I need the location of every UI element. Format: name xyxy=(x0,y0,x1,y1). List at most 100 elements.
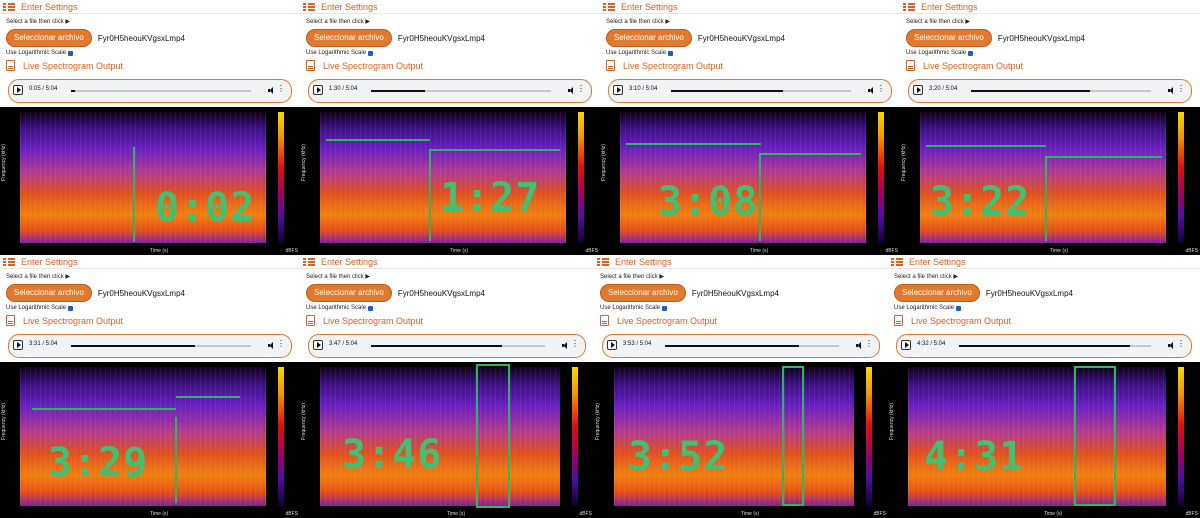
log-scale-row: Use Logarithmic Scale xyxy=(906,50,974,56)
audio-player[interactable]: 3:10 / 5:04 ⋮ xyxy=(608,79,892,103)
more-options-icon[interactable]: ⋮ xyxy=(571,339,579,348)
file-row: Seleccionar archivo Fyr0H5heouKVgsxLmp4 xyxy=(606,29,785,47)
seek-bar[interactable] xyxy=(971,90,1151,92)
enter-settings-header[interactable]: Enter Settings xyxy=(303,1,378,13)
live-output-row[interactable]: Live Spectrogram Output xyxy=(6,315,123,326)
more-options-icon[interactable]: ⋮ xyxy=(277,339,285,348)
colorbar xyxy=(278,367,284,506)
panel-4: Enter Settings Select a file then click … xyxy=(0,255,300,518)
volume-icon[interactable] xyxy=(268,342,275,349)
play-icon[interactable] xyxy=(607,340,617,350)
file-name: Fyr0H5heouKVgsxLmp4 xyxy=(97,288,185,298)
colorbar-unit: dBFS xyxy=(1185,248,1198,254)
enter-settings-header[interactable]: Enter Settings xyxy=(903,1,978,13)
live-output-row[interactable]: Live Spectrogram Output xyxy=(6,60,123,71)
more-options-icon[interactable]: ⋮ xyxy=(1177,339,1185,348)
seek-bar[interactable] xyxy=(959,345,1151,347)
log-scale-checkbox[interactable] xyxy=(956,305,962,311)
seek-bar[interactable] xyxy=(371,345,545,347)
green-marker-line xyxy=(175,417,177,503)
file-name: Fyr0H5heouKVgsxLmp4 xyxy=(397,288,485,298)
seek-bar[interactable] xyxy=(665,345,839,347)
seek-bar-fill xyxy=(665,345,799,347)
log-scale-checkbox[interactable] xyxy=(668,50,674,56)
log-scale-checkbox[interactable] xyxy=(68,305,74,311)
live-output-row[interactable]: Live Spectrogram Output xyxy=(306,60,423,71)
play-icon[interactable] xyxy=(901,340,911,350)
log-scale-checkbox[interactable] xyxy=(662,305,668,311)
volume-icon[interactable] xyxy=(562,342,569,349)
live-output-row[interactable]: Live Spectrogram Output xyxy=(906,60,1023,71)
enter-settings-header[interactable]: Enter Settings xyxy=(3,256,78,268)
log-scale-checkbox[interactable] xyxy=(68,50,74,56)
audio-player[interactable]: 3:47 / 5:04 ⋮ xyxy=(308,334,586,358)
play-icon[interactable] xyxy=(613,85,623,95)
more-options-icon[interactable]: ⋮ xyxy=(577,84,585,93)
select-file-button[interactable]: Seleccionar archivo xyxy=(894,284,980,302)
select-file-label: Select a file then click ▶ xyxy=(306,274,370,280)
select-file-button[interactable]: Seleccionar archivo xyxy=(906,29,992,47)
select-file-text: Select a file then click xyxy=(6,274,64,280)
play-icon[interactable] xyxy=(313,85,323,95)
live-output-row[interactable]: Live Spectrogram Output xyxy=(600,315,717,326)
audio-player[interactable]: 3:20 / 5:04 ⋮ xyxy=(908,79,1192,103)
audio-player[interactable]: 0:05 / 5:04 ⋮ xyxy=(8,79,292,103)
enter-settings-header[interactable]: Enter Settings xyxy=(891,256,966,268)
select-file-button[interactable]: Seleccionar archivo xyxy=(6,284,92,302)
select-file-button[interactable]: Seleccionar archivo xyxy=(306,29,392,47)
audio-player[interactable]: 3:31 / 5:04 ⋮ xyxy=(8,334,292,358)
select-file-button[interactable]: Seleccionar archivo xyxy=(6,29,92,47)
enter-settings-header[interactable]: Enter Settings xyxy=(597,256,672,268)
audio-player[interactable]: 4:32 / 5:04 ⋮ xyxy=(896,334,1192,358)
select-file-text: Select a file then click xyxy=(306,19,364,25)
play-icon[interactable] xyxy=(313,340,323,350)
spectrogram: Frequency (kHz) Time (s) dBFS 0:02 xyxy=(0,107,300,255)
volume-icon[interactable] xyxy=(856,342,863,349)
volume-icon[interactable] xyxy=(568,87,575,94)
volume-icon[interactable] xyxy=(268,87,275,94)
enter-settings-header[interactable]: Enter Settings xyxy=(3,1,78,13)
audio-player[interactable]: 3:53 / 5:04 ⋮ xyxy=(602,334,880,358)
enter-settings-header[interactable]: Enter Settings xyxy=(303,256,378,268)
select-file-button[interactable]: Seleccionar archivo xyxy=(306,284,392,302)
log-scale-label: Use Logarithmic Scale xyxy=(606,50,667,56)
select-file-button[interactable]: Seleccionar archivo xyxy=(600,284,686,302)
settings-icon xyxy=(597,257,609,267)
seek-bar[interactable] xyxy=(71,345,251,347)
more-options-icon[interactable]: ⋮ xyxy=(865,339,873,348)
play-icon[interactable] xyxy=(913,85,923,95)
log-scale-row: Use Logarithmic Scale xyxy=(306,50,374,56)
more-options-icon[interactable]: ⋮ xyxy=(877,84,885,93)
live-output-row[interactable]: Live Spectrogram Output xyxy=(894,315,1011,326)
seek-bar[interactable] xyxy=(671,90,851,92)
header-divider xyxy=(594,268,888,269)
live-output-row[interactable]: Live Spectrogram Output xyxy=(306,315,423,326)
panel-5: Enter Settings Select a file then click … xyxy=(300,255,594,518)
select-file-text: Select a file then click xyxy=(6,19,64,25)
volume-icon[interactable] xyxy=(1168,342,1175,349)
green-marker-line xyxy=(626,143,761,145)
play-icon[interactable] xyxy=(13,85,23,95)
colorbar xyxy=(866,367,872,506)
enter-settings-header[interactable]: Enter Settings xyxy=(603,1,678,13)
play-icon[interactable] xyxy=(13,340,23,350)
more-options-icon[interactable]: ⋮ xyxy=(1177,84,1185,93)
live-output-label: Live Spectrogram Output xyxy=(323,315,424,326)
highlight-box xyxy=(782,366,804,506)
file-row: Seleccionar archivo Fyr0H5heouKVgsxLmp4 xyxy=(6,284,185,302)
select-file-button[interactable]: Seleccionar archivo xyxy=(606,29,692,47)
live-output-row[interactable]: Live Spectrogram Output xyxy=(606,60,723,71)
y-axis-label: Frequency (kHz) xyxy=(889,403,895,440)
seek-bar[interactable] xyxy=(71,90,251,92)
log-scale-checkbox[interactable] xyxy=(368,305,374,311)
volume-icon[interactable] xyxy=(1168,87,1175,94)
audio-player[interactable]: 1:30 / 5:04 ⋮ xyxy=(308,79,592,103)
more-options-icon[interactable]: ⋮ xyxy=(277,84,285,93)
green-marker-line xyxy=(32,408,176,410)
seek-bar[interactable] xyxy=(371,90,551,92)
x-axis-label: Time (s) xyxy=(447,511,466,517)
log-scale-checkbox[interactable] xyxy=(968,50,974,56)
volume-icon[interactable] xyxy=(868,87,875,94)
player-time: 1:30 / 5:04 xyxy=(329,86,358,92)
log-scale-checkbox[interactable] xyxy=(368,50,374,56)
